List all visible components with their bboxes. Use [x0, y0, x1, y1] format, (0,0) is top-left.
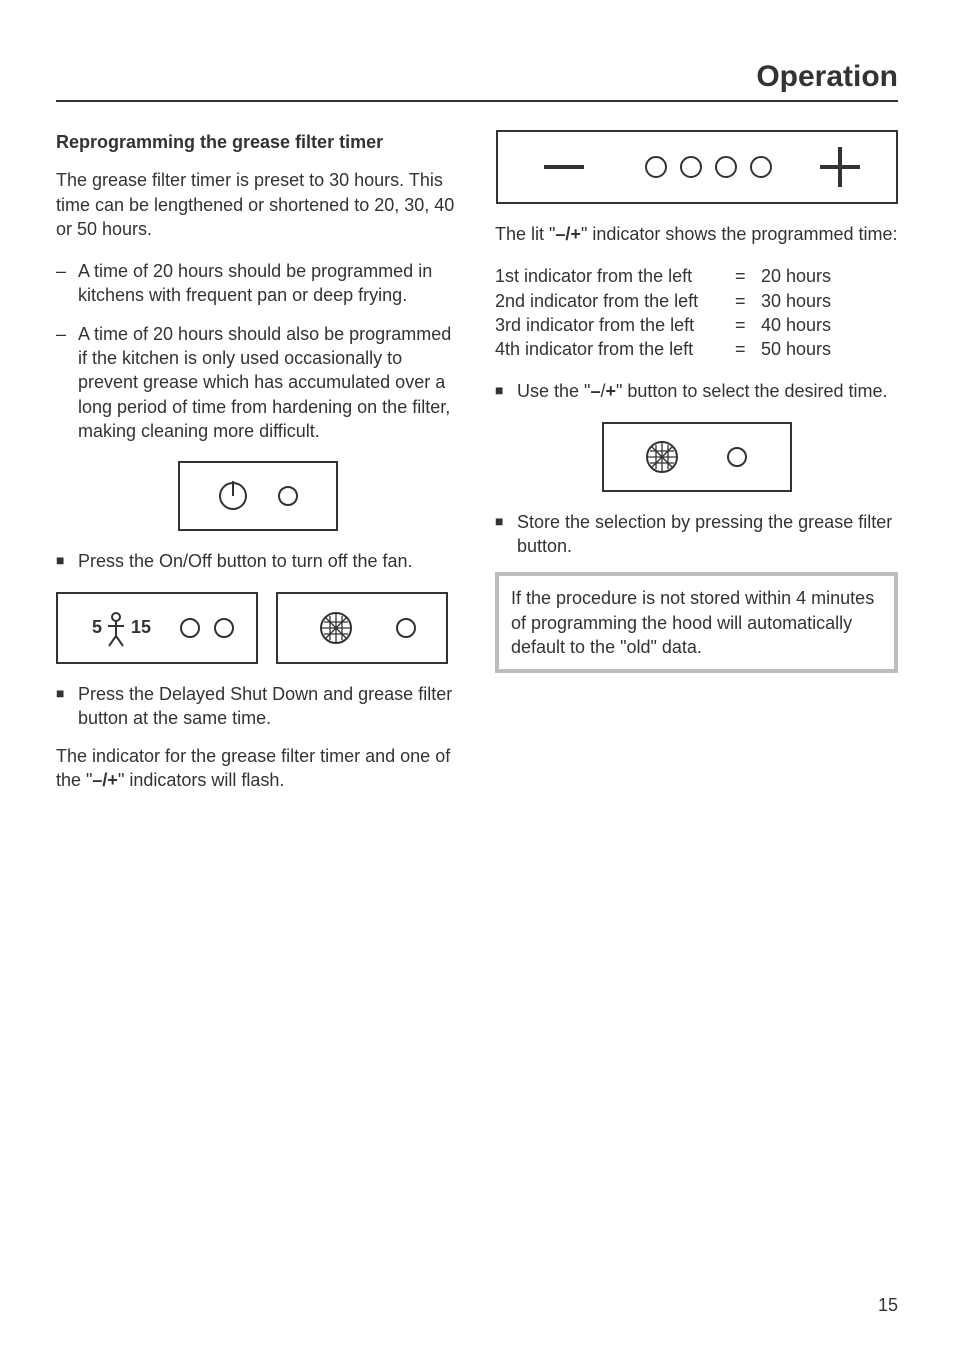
section-subheading: Reprogramming the grease filter timer — [56, 130, 459, 154]
cell: = — [735, 337, 755, 361]
figure-grease-filter-button — [495, 422, 898, 492]
paragraph: The lit "–/+" indicator shows the progra… — [495, 222, 898, 246]
square-bullet-list: ■ Use the "–/+" button to select the des… — [495, 379, 898, 403]
text-fragment: " indicator shows the programmed time: — [581, 224, 898, 244]
square-marker: ■ — [56, 549, 78, 573]
dash-marker: – — [56, 322, 78, 443]
bullet-text: Press the Delayed Shut Down and grease f… — [78, 682, 459, 731]
table-row: 2nd indicator from the left = 30 hours — [495, 289, 898, 313]
cell: 20 hours — [755, 264, 898, 288]
figure-delayed-and-filter: 5 15 — [56, 592, 459, 664]
cell: 1st indicator from the left — [495, 264, 735, 288]
page-number: 15 — [878, 1295, 898, 1316]
text-fragment: " button to select the desired time. — [616, 381, 888, 401]
text-fragment: The lit " — [495, 224, 555, 244]
dash-text: A time of 20 hours should also be progra… — [78, 322, 459, 443]
square-marker: ■ — [56, 682, 78, 731]
text-fragment: " indicators will flash. — [118, 770, 284, 790]
figure-power-button — [56, 461, 459, 531]
dash-text: A time of 20 hours should be programmed … — [78, 259, 459, 308]
cell: 50 hours — [755, 337, 898, 361]
callout-box: If the procedure is not stored within 4 … — [495, 572, 898, 673]
cell: 30 hours — [755, 289, 898, 313]
cell: = — [735, 264, 755, 288]
dash-item: – A time of 20 hours should also be prog… — [56, 322, 459, 443]
table-row: 1st indicator from the left = 20 hours — [495, 264, 898, 288]
square-bullet-list: ■ Press the Delayed Shut Down and grease… — [56, 682, 459, 731]
bullet-text: Use the "–/+" button to select the desir… — [517, 379, 898, 403]
fig2-label-5: 5 — [92, 617, 102, 637]
left-column: Reprogramming the grease filter timer Th… — [56, 130, 459, 811]
right-column: The lit "–/+" indicator shows the progra… — [495, 130, 898, 811]
cell: = — [735, 289, 755, 313]
cell: = — [735, 313, 755, 337]
table-row: 4th indicator from the left = 50 hours — [495, 337, 898, 361]
callout-text: If the procedure is not stored within 4 … — [511, 588, 874, 657]
bold-text: – — [590, 381, 600, 401]
bullet-text: Store the selection by pressing the grea… — [517, 510, 898, 559]
cell: 40 hours — [755, 313, 898, 337]
bold-text: + — [605, 381, 616, 401]
page-title: Operation — [56, 60, 898, 102]
bullet-text: Press the On/Off button to turn off the … — [78, 549, 459, 573]
paragraph: The indicator for the grease filter time… — [56, 744, 459, 793]
square-marker: ■ — [495, 379, 517, 403]
intro-paragraph: The grease filter timer is preset to 30 … — [56, 168, 459, 241]
text-fragment: Use the " — [517, 381, 590, 401]
cell: 2nd indicator from the left — [495, 289, 735, 313]
square-bullet-list: ■ Store the selection by pressing the gr… — [495, 510, 898, 559]
square-bullet-list: ■ Press the On/Off button to turn off th… — [56, 549, 459, 573]
bold-text: –/+ — [92, 770, 118, 790]
two-column-layout: Reprogramming the grease filter timer Th… — [56, 130, 898, 811]
figure-minus-plus-indicators — [495, 130, 898, 204]
dash-list: – A time of 20 hours should be programme… — [56, 259, 459, 443]
bold-text: –/+ — [555, 224, 581, 244]
cell: 3rd indicator from the left — [495, 313, 735, 337]
fig2-label-15: 15 — [131, 617, 151, 637]
list-item: ■ Press the On/Off button to turn off th… — [56, 549, 459, 573]
list-item: ■ Press the Delayed Shut Down and grease… — [56, 682, 459, 731]
dash-item: – A time of 20 hours should be programme… — [56, 259, 459, 308]
list-item: ■ Store the selection by pressing the gr… — [495, 510, 898, 559]
cell: 4th indicator from the left — [495, 337, 735, 361]
indicator-table: 1st indicator from the left = 20 hours 2… — [495, 264, 898, 361]
dash-marker: – — [56, 259, 78, 308]
square-marker: ■ — [495, 510, 517, 559]
list-item: ■ Use the "–/+" button to select the des… — [495, 379, 898, 403]
table-row: 3rd indicator from the left = 40 hours — [495, 313, 898, 337]
